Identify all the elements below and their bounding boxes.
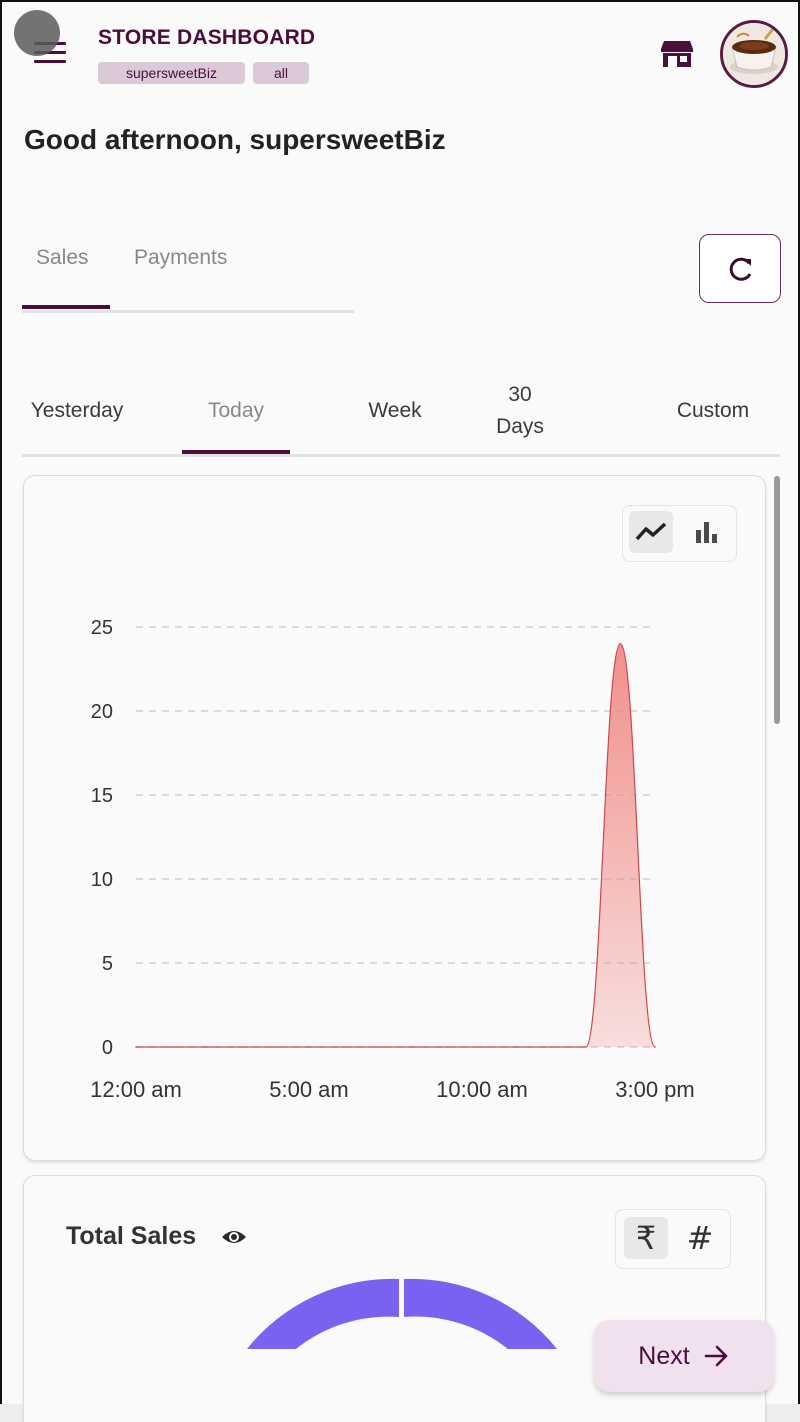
data-point <box>377 1046 380 1048</box>
total-sales-gauge <box>247 1278 557 1349</box>
y-tick-label: 10 <box>91 869 113 891</box>
refresh-icon <box>729 257 752 281</box>
data-point <box>308 1046 310 1048</box>
gauge-segment <box>247 1278 399 1349</box>
touch-indicator <box>14 10 60 56</box>
tabs-track <box>22 310 354 313</box>
tab-sales[interactable]: Sales <box>36 246 89 269</box>
chart-type-toggle <box>622 505 737 562</box>
app-title: STORE DASHBOARD <box>98 26 316 49</box>
data-point <box>342 1046 345 1048</box>
period-indicator <box>182 450 290 454</box>
greeting: Good afternoon, supersweetBiz <box>24 124 446 155</box>
data-point <box>239 1046 241 1048</box>
y-tick-label: 15 <box>91 785 113 807</box>
refresh-button[interactable] <box>699 234 781 303</box>
bar-chart-icon[interactable] <box>685 511 729 553</box>
tab-today[interactable]: Today <box>207 399 265 422</box>
data-point <box>619 643 622 645</box>
sales-line <box>136 643 656 1048</box>
data-point <box>515 1046 518 1048</box>
data-point <box>273 1046 276 1048</box>
total-sales-toggle: ₹ # <box>615 1209 731 1269</box>
scrollbar[interactable] <box>774 476 780 724</box>
data-point <box>135 1046 137 1048</box>
arrow-right-icon <box>704 1345 728 1367</box>
y-tick-label: 5 <box>102 953 113 975</box>
period-track <box>22 454 780 457</box>
total-sales-title: Total Sales <box>66 1222 197 1250</box>
tab-custom[interactable]: Custom <box>676 399 750 422</box>
line-chart-icon[interactable] <box>629 511 673 553</box>
next-label: Next <box>638 1341 690 1370</box>
tab-week[interactable]: Week <box>368 399 422 422</box>
data-point <box>169 1046 172 1048</box>
coffee-cup-avatar <box>723 23 785 85</box>
tab-yesterday[interactable]: Yesterday <box>30 399 124 422</box>
eye-icon[interactable] <box>220 1226 248 1248</box>
x-tick-label: 5:00 am <box>269 1077 349 1102</box>
data-point <box>412 1046 414 1048</box>
data-point <box>481 1046 483 1048</box>
y-tick-label: 25 <box>91 617 113 639</box>
avatar[interactable] <box>720 20 788 88</box>
x-tick-label: 3:00 pm <box>615 1077 695 1102</box>
total-sales-card: ₹ # <box>23 1175 766 1422</box>
sales-area <box>136 643 655 1047</box>
tab-30-days[interactable]: 30 Days <box>496 383 544 438</box>
outlet-chip[interactable]: all <box>253 62 309 84</box>
period-tabs: Yesterday Today Week 30 Days Custom <box>22 370 780 460</box>
rupee-icon: ₹ <box>635 1219 657 1257</box>
x-tick-label: 12:00 am <box>90 1077 182 1102</box>
y-tick-label: 20 <box>91 701 113 723</box>
storefront-icon[interactable] <box>660 40 694 68</box>
x-tick-label: 10:00 am <box>436 1077 528 1102</box>
count-toggle[interactable]: # <box>678 1217 722 1259</box>
data-point <box>654 1046 656 1048</box>
data-point <box>204 1046 206 1048</box>
hash-icon: # <box>686 1219 714 1257</box>
tab-indicator <box>22 305 110 309</box>
next-button[interactable]: Next <box>594 1320 774 1392</box>
business-chip[interactable]: supersweetBiz <box>98 62 245 84</box>
data-point <box>550 1046 552 1048</box>
y-tick-label: 0 <box>102 1037 113 1059</box>
tab-payments[interactable]: Payments <box>134 246 228 269</box>
data-point <box>446 1046 449 1048</box>
rupee-toggle[interactable]: ₹ <box>624 1217 668 1259</box>
data-point <box>585 1046 587 1048</box>
main-tabs: Sales Payments <box>22 238 354 314</box>
gauge-segment <box>404 1278 557 1349</box>
